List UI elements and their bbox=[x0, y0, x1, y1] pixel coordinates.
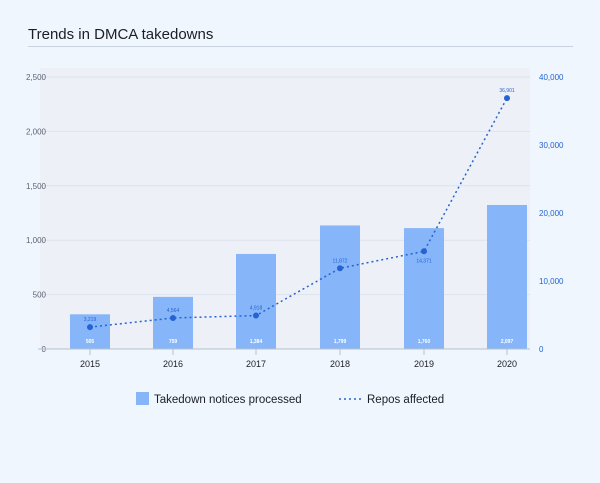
line-label: 4,918 bbox=[250, 306, 263, 312]
x-tick-label: 2017 bbox=[246, 359, 266, 369]
bar bbox=[70, 314, 110, 349]
legend-bar-swatch bbox=[136, 392, 149, 405]
title-divider bbox=[28, 46, 573, 47]
bar bbox=[404, 228, 444, 349]
line-point bbox=[87, 324, 93, 331]
legend-bar-label: Takedown notices processed bbox=[154, 394, 302, 406]
line-label: 14,371 bbox=[416, 258, 432, 264]
line-label: 3,219 bbox=[84, 317, 97, 323]
left-tick-label: 1,000 bbox=[26, 236, 47, 245]
bar-label: 1,384 bbox=[250, 339, 263, 345]
chart-title: Trends in DMCA takedowns bbox=[28, 26, 214, 43]
bar bbox=[153, 296, 193, 349]
right-tick-label: 20,000 bbox=[539, 209, 564, 218]
line-point bbox=[337, 265, 343, 272]
bar-label: 1,760 bbox=[418, 339, 431, 345]
bar-label: 759 bbox=[169, 339, 178, 345]
right-tick-label: 30,000 bbox=[539, 141, 564, 150]
left-tick-label: 1,500 bbox=[26, 182, 47, 191]
line-label: 36,901 bbox=[499, 88, 515, 94]
left-tick-label: 2,500 bbox=[26, 73, 47, 82]
x-tick-label: 2016 bbox=[163, 359, 183, 369]
bar-label: 1,799 bbox=[334, 339, 347, 345]
bar-label: 2,097 bbox=[501, 339, 514, 345]
right-tick-label: 0 bbox=[539, 345, 544, 354]
x-tick-label: 2020 bbox=[497, 359, 517, 369]
bar bbox=[236, 253, 276, 349]
bar bbox=[320, 225, 360, 349]
left-tick-label: 2,000 bbox=[26, 127, 47, 136]
right-tick-label: 10,000 bbox=[539, 277, 564, 286]
legend-line-label: Repos affected bbox=[367, 394, 444, 406]
line-label: 4,564 bbox=[167, 308, 180, 314]
line-label: 11,872 bbox=[333, 258, 348, 264]
line-point bbox=[170, 314, 176, 321]
line-point bbox=[421, 248, 427, 255]
line-point bbox=[253, 312, 259, 319]
right-tick-label: 40,000 bbox=[539, 73, 564, 82]
bar-label: 505 bbox=[86, 339, 95, 345]
left-tick-label: 500 bbox=[33, 291, 47, 300]
bar bbox=[487, 204, 527, 349]
x-tick-label: 2019 bbox=[414, 359, 434, 369]
x-tick-label: 2018 bbox=[330, 359, 350, 369]
plot-area bbox=[40, 68, 530, 349]
line-point bbox=[504, 95, 510, 102]
x-tick-label: 2015 bbox=[80, 359, 100, 369]
